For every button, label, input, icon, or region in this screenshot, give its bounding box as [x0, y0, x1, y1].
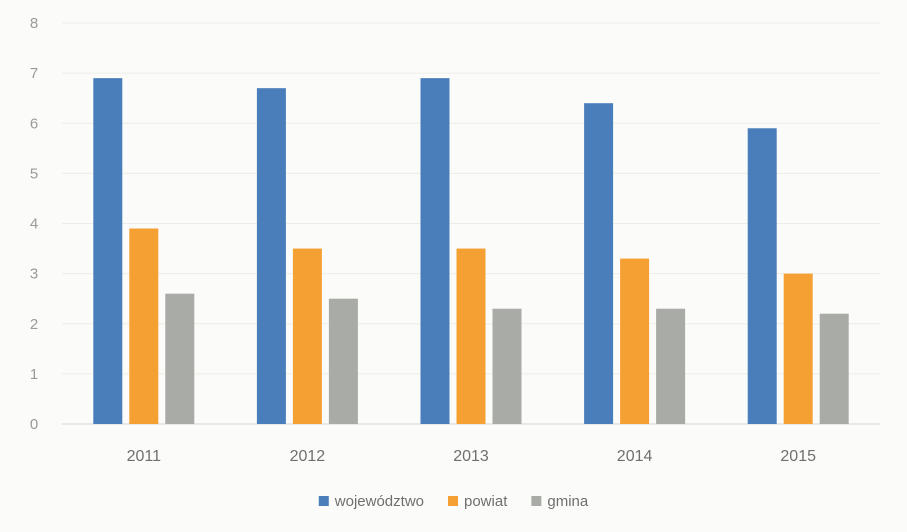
y-tick-label: 5 [30, 165, 38, 182]
bar-2012-2 [329, 299, 358, 424]
x-category-label: 2012 [290, 448, 326, 465]
x-category-label: 2011 [127, 448, 162, 465]
legend-swatch [448, 496, 458, 506]
bar-2015-1 [784, 274, 813, 424]
x-axis-category-labels: 2011 2012 2013 2014 2015 [127, 448, 817, 465]
legend-label: gmina [547, 493, 589, 510]
legend-swatch [319, 496, 329, 506]
bar-2014-0 [584, 103, 613, 424]
y-tick-label: 1 [30, 366, 38, 383]
legend-label: województwo [334, 493, 424, 510]
bar-2014-1 [620, 259, 649, 424]
y-tick-label: 3 [30, 266, 38, 283]
y-tick-label: 2 [30, 316, 38, 333]
bar-2012-1 [293, 249, 322, 424]
bar-2013-2 [493, 309, 522, 424]
bars [93, 78, 848, 424]
bar-2011-0 [93, 78, 122, 424]
y-tick-label: 8 [30, 15, 38, 32]
legend: województwo powiat gmina [319, 493, 589, 510]
y-tick-label: 6 [30, 115, 38, 132]
x-category-label: 2015 [780, 448, 816, 465]
bar-2011-2 [165, 294, 194, 424]
bar-2013-1 [457, 249, 486, 424]
x-category-label: 2013 [453, 448, 489, 465]
bar-2014-2 [656, 309, 685, 424]
y-tick-label: 4 [30, 216, 38, 233]
bar-2011-1 [129, 229, 158, 424]
y-tick-label: 7 [30, 65, 38, 82]
legend-label: powiat [464, 493, 508, 510]
bar-2015-2 [820, 314, 849, 424]
legend-swatch [531, 496, 541, 506]
bar-2015-0 [748, 128, 777, 424]
y-tick-label: 0 [30, 416, 38, 433]
x-category-label: 2014 [617, 448, 653, 465]
y-axis-tick-labels: 0 1 2 3 4 5 6 7 8 [30, 15, 38, 433]
bar-2013-0 [421, 78, 450, 424]
bar-2012-0 [257, 88, 286, 424]
